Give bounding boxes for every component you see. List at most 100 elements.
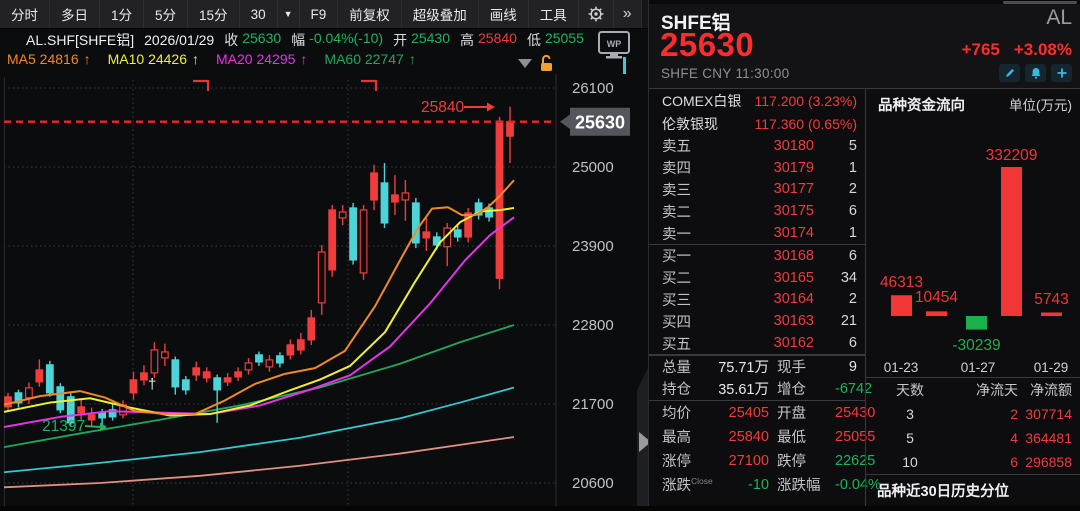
external-quote-name: 伦敦银现 xyxy=(662,115,718,132)
bid-price: 30168 xyxy=(773,247,814,264)
candlestick-chart[interactable]: 26100 25000 23900 22800 21700 20600 25630 25840… xyxy=(0,50,651,506)
bid-row-1[interactable]: 买一 30168 6 xyxy=(649,245,865,267)
ask-price: 30177 xyxy=(773,181,814,198)
last-price: 25630 xyxy=(660,26,755,63)
bid-row-4[interactable]: 买四 30163 21 xyxy=(649,310,865,332)
svg-text:25000: 25000 xyxy=(572,159,614,176)
info-field-value: 25055 xyxy=(544,30,584,46)
bid-row-3[interactable]: 买三 30164 2 xyxy=(649,289,865,311)
svg-text:20600: 20600 xyxy=(572,475,614,492)
toolbar-button-3[interactable]: 5分 xyxy=(144,0,189,28)
fund-flow-column: 品种资金流向 单位(万元) 46313 10454 -30239 332209 5743… xyxy=(865,89,1080,506)
net-flow-row-2: 10 6 296858 xyxy=(866,450,1080,474)
info-field-label: 开 xyxy=(393,32,408,48)
ask-label: 卖三 xyxy=(662,182,691,199)
svg-text:22800: 22800 xyxy=(572,317,614,334)
exchange-time: SHFE CNY 11:30:00 xyxy=(661,66,790,81)
net-flow-header: 天数 xyxy=(896,382,924,398)
toolbar-extra-button-2[interactable]: 超级叠加 xyxy=(401,0,479,28)
ask-row-1[interactable]: 卖一 30174 1 xyxy=(649,222,865,245)
toolbar-extra-button-1[interactable]: 前复权 xyxy=(338,0,402,28)
info-field-value: 25840 xyxy=(478,30,517,46)
svg-text:25630: 25630 xyxy=(575,112,625,132)
ask-row-5[interactable]: 卖五 30180 5 xyxy=(649,135,865,157)
stat-label: 持仓 xyxy=(662,382,691,399)
quote-panel: SHFE铝 AL 25630 +765 +3.08% SHFE CNY 11:3… xyxy=(648,0,1080,506)
toolbar-button-4[interactable]: 15分 xyxy=(188,0,240,28)
info-field-label: 高 xyxy=(460,32,475,48)
toolbar-button-5[interactable]: 30 xyxy=(239,0,278,28)
alert-bell-icon[interactable] xyxy=(1025,64,1046,82)
history-percentile-footer: 品种近30日历史分位 xyxy=(866,474,1080,506)
info-field-value: 25630 xyxy=(242,30,282,46)
info-field-1: 幅 -0.04%(-10) xyxy=(291,30,383,50)
stat-value: 75.71万 xyxy=(718,360,769,377)
ask-row-2[interactable]: 卖二 30175 6 xyxy=(649,200,865,222)
add-icon[interactable] xyxy=(1051,64,1072,82)
edit-icon[interactable] xyxy=(999,64,1020,82)
collapse-triangle-icon[interactable] xyxy=(517,57,533,69)
ask-price: 30174 xyxy=(773,225,814,242)
ma-legend-item-1: MA10 24426 ↑ xyxy=(108,51,199,67)
svg-text:23900: 23900 xyxy=(572,238,614,255)
svg-text:5743: 5743 xyxy=(1034,291,1068,308)
stat-label: 最高 xyxy=(662,430,691,447)
ask-qty: 2 xyxy=(848,181,857,198)
net-flow-cell: 364481 xyxy=(1025,430,1072,446)
net-flow-cell: 296858 xyxy=(1025,454,1072,470)
svg-text:-30239: -30239 xyxy=(952,337,1000,354)
ma-legend-label: MA5 24816 xyxy=(7,51,79,67)
ask-row-3[interactable]: 卖三 30177 2 xyxy=(649,179,865,201)
ask-label: 卖二 xyxy=(662,204,691,221)
stats-row-5: 涨跌Close -10 涨跌幅 -0.04% xyxy=(649,473,881,497)
stat-value: -0.04% xyxy=(835,476,881,493)
net-flow-cell: 307714 xyxy=(1025,406,1072,422)
ma-up-arrow-icon: ↑ xyxy=(83,51,91,67)
stat-label: 跌停 xyxy=(777,454,806,471)
svg-text:332209: 332209 xyxy=(986,147,1038,164)
ask-row-4[interactable]: 卖四 30179 1 xyxy=(649,157,865,179)
toolbar-extra-button-0[interactable]: F9 xyxy=(299,0,339,28)
bid-qty: 6 xyxy=(848,247,857,264)
more-tools-icon[interactable]: » xyxy=(613,0,642,28)
svg-text:†: † xyxy=(148,376,156,393)
info-field-0: 收 25630 xyxy=(224,30,281,50)
info-field-3: 高 25840 xyxy=(460,30,517,50)
ma-legend-label: MA20 24295 xyxy=(216,51,296,67)
stats-row-0: 总量 75.71万 现手 9 xyxy=(649,356,865,378)
toolbar-button-2[interactable]: 1分 xyxy=(100,0,145,28)
toolbar-extra-button-4[interactable]: 工具 xyxy=(528,0,579,28)
info-field-value: -0.04%(-10) xyxy=(309,30,384,46)
change-value: +765 xyxy=(961,40,1000,59)
bid-row-5[interactable]: 买五 30162 6 xyxy=(649,332,865,355)
bid-label: 买一 xyxy=(662,249,691,266)
stat-label: 涨跌Close xyxy=(662,476,713,495)
net-flow-header: 净流额 xyxy=(1030,382,1072,398)
settings-gear-icon[interactable] xyxy=(578,0,614,28)
panel-scroll-strip xyxy=(649,0,1080,4)
quote-action-icons xyxy=(999,64,1072,82)
candlestick-chart-area[interactable]: MA5 24816 ↑ MA10 24426 ↑ MA20 24295 ↑ MA60 227… xyxy=(0,50,651,506)
bid-qty: 21 xyxy=(840,313,857,330)
ma-up-arrow-icon: ↑ xyxy=(300,51,308,67)
unlock-icon[interactable] xyxy=(538,54,555,72)
svg-text:10454: 10454 xyxy=(915,289,958,306)
toolbar-extra-button-3[interactable]: 画线 xyxy=(478,0,529,28)
net-flow-table: 天数 净流天 净流额 3 2 307714 5 4 364481 10 6 296858 xyxy=(866,377,1080,474)
toolbar-button-0[interactable]: 分时 xyxy=(0,0,50,28)
price-change: +765 +3.08% xyxy=(962,40,1072,60)
trade-date: 2026/01/29 xyxy=(144,32,215,48)
ma-legend-item-2: MA20 24295 ↑ xyxy=(216,51,307,67)
toolbar-button-1[interactable]: 多日 xyxy=(50,0,100,28)
stats-row-4: 涨停 27100 跌停 22625 xyxy=(649,449,875,473)
stat-label: 均价 xyxy=(662,406,691,423)
stat-label: 最低 xyxy=(777,430,806,447)
scroll-thumb[interactable] xyxy=(1003,1,1077,4)
interval-dropdown-icon[interactable]: ▼ xyxy=(277,0,300,28)
net-flow-cell: 4 xyxy=(1010,430,1018,446)
toolbar: 分时 多日 1分 5分 15分 30 ▼ F9 前复权 超级叠加 画线 工具 » xyxy=(0,0,648,29)
stat-value: -10 xyxy=(748,476,769,493)
bid-row-2[interactable]: 买二 30165 34 xyxy=(649,267,865,289)
external-quote-value: 117.360 (0.65%) xyxy=(754,115,857,132)
